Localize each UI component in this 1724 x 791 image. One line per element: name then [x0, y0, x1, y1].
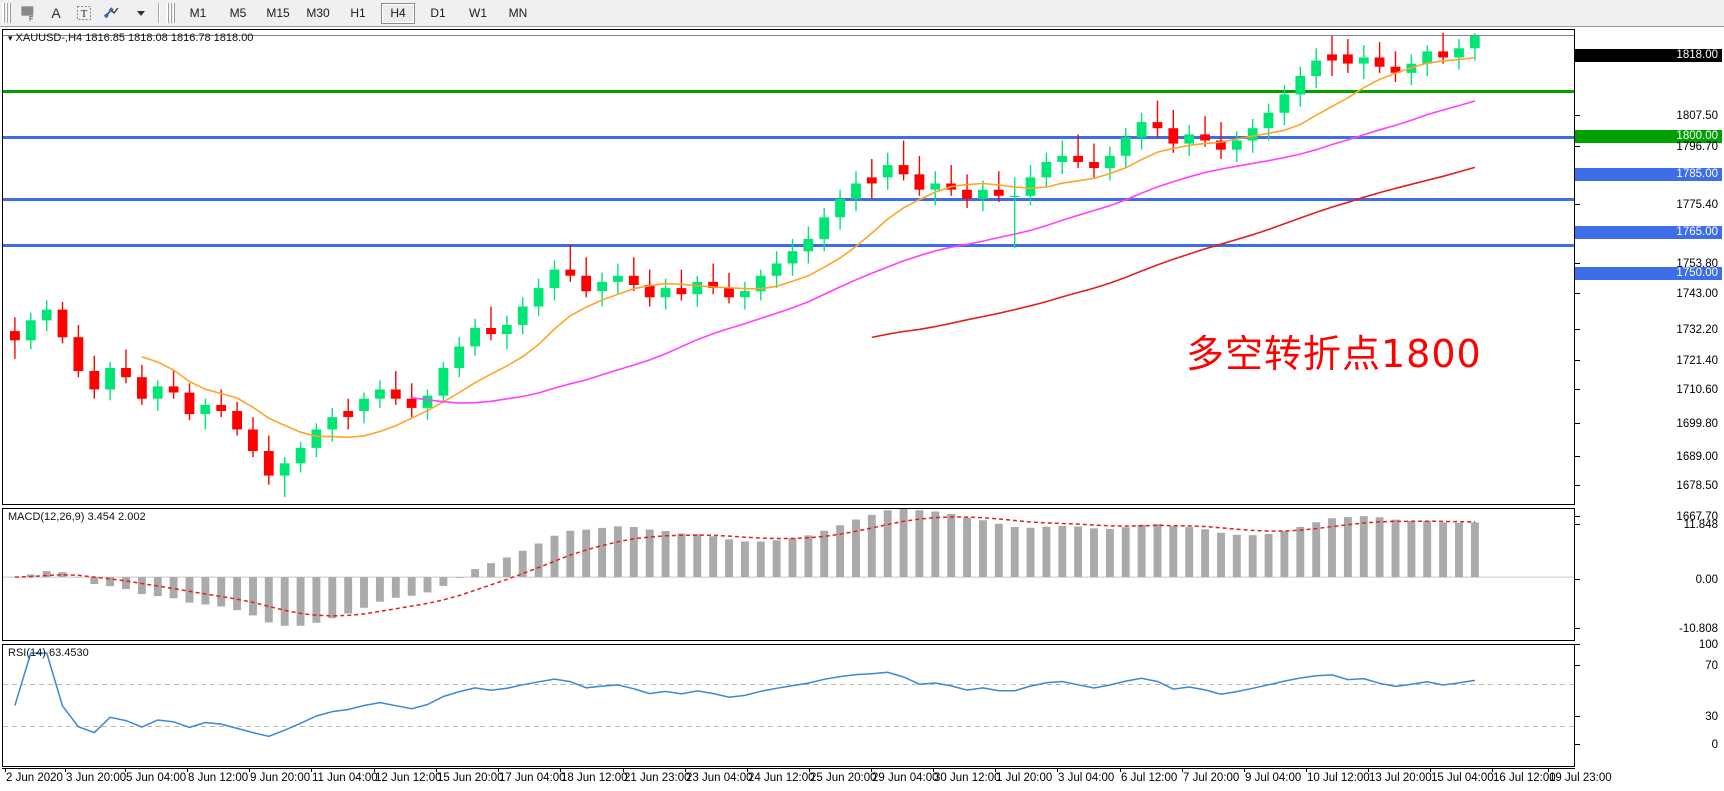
price-axis-tick: 1732.20 — [1575, 324, 1722, 336]
time-axis-tick: 30 Jun 12:00 — [933, 768, 1001, 784]
time-axis-tick: 15 Jun 20:00 — [436, 768, 504, 784]
price-level-1765.00[interactable] — [3, 197, 1574, 201]
time-axis-tick: 13 Jul 20:00 — [1368, 768, 1432, 784]
collapse-icon[interactable]: ▾ — [8, 33, 13, 43]
text-tool-icon[interactable]: A — [43, 2, 69, 25]
timeframe-m1[interactable]: M1 — [189, 6, 207, 20]
time-axis-tick: 24 Jun 12:00 — [747, 768, 815, 784]
time-axis-tick: 23 Jun 04:00 — [685, 768, 753, 784]
time-axis-tick: 3 Jul 04:00 — [1057, 768, 1114, 784]
chart-area: ▾ XAUUSD-,H4 1816.85 1818.08 1816.78 1818… — [0, 27, 1724, 791]
time-axis-tick: 2 Jun 2020 — [5, 768, 63, 784]
time-scale[interactable]: 2 Jun 2020 3 Jun 20:00 5 Jun 04:00 8 Jun 12… — [2, 768, 1612, 791]
time-axis-tick: 8 Jun 12:00 — [187, 768, 248, 784]
chart-annotation: 多空转折点1800 — [1186, 332, 1482, 376]
rsi-plot — [3, 645, 1574, 766]
price-axis-tick: 1710.60 — [1575, 384, 1722, 396]
price-axis-tick: 1689.00 — [1575, 451, 1722, 463]
price-level-1785.00[interactable] — [3, 136, 1574, 140]
price-axis-tick: 1800.00 — [1575, 130, 1722, 143]
time-axis-tick: 6 Jul 12:00 — [1120, 768, 1177, 784]
label-tool-icon[interactable]: T — [71, 2, 97, 25]
macd-plot — [3, 509, 1574, 640]
grid-icon-svg: F — [21, 6, 33, 22]
time-axis-tick: 29 Jun 04:00 — [871, 768, 939, 784]
symbol-ohlc-label: XAUUSD-,H4 1816.85 1818.08 1816.78 1818.… — [15, 32, 254, 44]
rsi-panel[interactable]: RSI(14) 63.4530 — [2, 644, 1575, 767]
time-axis-tick: 7 Jul 20:00 — [1182, 768, 1239, 784]
price-plot — [3, 30, 1574, 504]
svg-text:T: T — [81, 8, 88, 20]
time-axis-tick: 15 Jul 04:00 — [1430, 768, 1494, 784]
price-axis-tick: 70 — [1575, 660, 1722, 672]
timeframe-m30[interactable]: M30 — [306, 6, 330, 20]
toolbar-separator — [158, 3, 160, 23]
toolbar-grip-1[interactable] — [2, 3, 11, 23]
time-axis-tick: 18 Jun 12:00 — [560, 768, 628, 784]
text-tool-glyph: A — [51, 5, 61, 21]
label-tool-icon-svg: T — [77, 6, 91, 20]
grid-icon[interactable]: F — [15, 2, 41, 25]
price-level-1800.00[interactable] — [3, 90, 1574, 94]
svg-text:F: F — [29, 16, 33, 22]
time-axis-tick: 9 Jul 04:00 — [1244, 768, 1301, 784]
time-axis-tick: 3 Jun 20:00 — [65, 768, 126, 784]
price-axis-tick: 0 — [1575, 739, 1722, 751]
rsi-series — [3, 652, 1574, 738]
price-axis-tick: 100 — [1575, 639, 1722, 651]
toolbar-grip-2[interactable] — [166, 3, 175, 23]
timeframe-d1[interactable]: D1 — [430, 6, 446, 20]
timeframe-h1[interactable]: H1 — [350, 6, 366, 20]
price-axis-tick: 1750.00 — [1575, 267, 1722, 280]
timeframe-m5[interactable]: M5 — [229, 6, 247, 20]
time-axis-tick: 21 Jun 23:00 — [623, 768, 691, 784]
price-axis-tick: 1818.00 — [1575, 49, 1722, 62]
price-axis-tick: 1785.00 — [1575, 168, 1722, 181]
timeframe-mn[interactable]: MN — [508, 6, 528, 20]
macd-panel-label: MACD(12,26,9) 3.454 2.002 — [8, 511, 146, 523]
time-axis-tick: 12 Jun 12:00 — [374, 768, 442, 784]
price-axis-tick: 1796.70 — [1575, 141, 1722, 153]
price-axis-tick: 11.848 — [1575, 519, 1722, 531]
time-axis-tick: 25 Jun 20:00 — [809, 768, 877, 784]
price-axis-tick: 1743.00 — [1575, 288, 1722, 300]
price-axis-tick: 1699.80 — [1575, 418, 1722, 430]
time-axis-tick: 1 Jul 20:00 — [995, 768, 1052, 784]
price-axis-tick: 0.00 — [1575, 574, 1722, 586]
objects-icon-svg — [103, 7, 119, 19]
macd-panel[interactable]: MACD(12,26,9) 3.454 2.002 — [2, 508, 1575, 641]
price-axis-tick: 30 — [1575, 711, 1722, 723]
timeframe-w1[interactable]: W1 — [469, 6, 487, 20]
objects-dropdown-icon[interactable] — [127, 2, 153, 25]
price-axis-tick: 1678.50 — [1575, 480, 1722, 492]
time-axis-tick: 9 Jun 20:00 — [249, 768, 310, 784]
price-axis-tick: 1807.50 — [1575, 110, 1722, 122]
price-axis-tick: 1721.40 — [1575, 355, 1722, 367]
objects-icon[interactable] — [99, 2, 125, 25]
time-axis-tick: 11 Jun 04:00 — [311, 768, 378, 784]
price-panel[interactable]: ▾ XAUUSD-,H4 1816.85 1818.08 1816.78 1818… — [2, 29, 1575, 505]
price-axis-tick: 1775.40 — [1575, 199, 1722, 211]
macd-series — [3, 509, 1574, 626]
price-axis-tick: 1765.00 — [1575, 226, 1722, 239]
price-level-1818.00[interactable] — [3, 35, 1574, 36]
time-axis-tick: 5 Jun 04:00 — [125, 768, 186, 784]
time-axis-tick: 10 Jul 12:00 — [1306, 768, 1370, 784]
price-axis-tick: 1667.70 — [1575, 511, 1722, 523]
price-panel-label: ▾ XAUUSD-,H4 1816.85 1818.08 1816.78 1818… — [8, 32, 253, 44]
time-axis-tick: 17 Jun 04:00 — [498, 768, 566, 784]
chevron-down-icon — [137, 10, 145, 16]
toolbar: F A T M1 M5 M15 M30 H1 — [0, 0, 1724, 27]
price-scale[interactable]: 1818.00 1807.50 1800.00 1796.70 1785.00 1775.… — [1575, 29, 1722, 767]
time-axis-tick: 16 Jul 12:00 — [1492, 768, 1556, 784]
timeframe-h4[interactable]: H4 — [381, 2, 415, 24]
candlestick-series — [10, 32, 1480, 498]
price-level-1750.00[interactable] — [3, 244, 1574, 248]
rsi-panel-label: RSI(14) 63.4530 — [8, 647, 89, 659]
price-axis-tick: -10.808 — [1575, 623, 1722, 635]
timeframe-m15[interactable]: M15 — [266, 6, 290, 20]
time-axis-tick: 19 Jul 23:00 — [1548, 768, 1612, 784]
